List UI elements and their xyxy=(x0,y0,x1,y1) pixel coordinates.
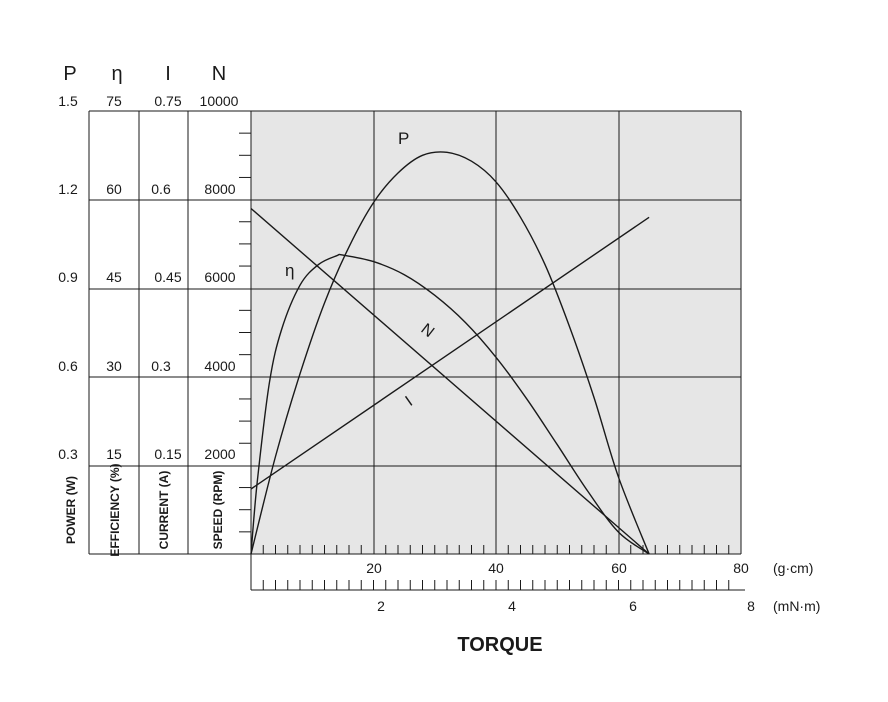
power-tick-label: 0.9 xyxy=(58,269,78,285)
series-line-p xyxy=(250,151,650,555)
efficiency-tick-label: 15 xyxy=(106,446,122,462)
torque-gcm-tick-label: 60 xyxy=(611,560,627,576)
power-tick-label: 0.3 xyxy=(58,446,78,462)
current-tick-label: 0.45 xyxy=(154,269,181,285)
current-tick-label: 0.75 xyxy=(154,93,181,109)
series-label-p: P xyxy=(398,129,409,148)
torque-mnm-tick-label: 8 xyxy=(747,598,755,614)
torque-mnm-unit: (mN·m) xyxy=(773,598,820,614)
speed-tick-label: 4000 xyxy=(204,358,235,374)
torque-gcm-tick-label: 80 xyxy=(733,560,749,576)
power-axis-symbol: P xyxy=(63,63,76,85)
series-line-i xyxy=(250,216,650,490)
current-axis-label: CURRENT (A) xyxy=(157,471,171,550)
current-axis-symbol: I xyxy=(165,63,171,85)
x-axis-title: TORQUE xyxy=(457,634,542,656)
speed-axis-symbol: N xyxy=(212,63,226,85)
efficiency-tick-label: 60 xyxy=(106,181,122,197)
series-label-eta: η xyxy=(285,261,294,280)
torque-mnm-tick-label: 2 xyxy=(377,598,385,614)
power-tick-label: 1.2 xyxy=(58,181,78,197)
current-tick-label: 0.3 xyxy=(151,358,171,374)
curves xyxy=(250,151,650,555)
speed-tick-label: 8000 xyxy=(204,181,235,197)
speed-tick-label: 10000 xyxy=(200,93,239,109)
torque-mnm-tick-label: 4 xyxy=(508,598,516,614)
power-tick-label: 0.6 xyxy=(58,358,78,374)
current-tick-label: 0.15 xyxy=(154,446,181,462)
series-line-eta xyxy=(250,253,650,555)
speed-tick-label: 2000 xyxy=(204,446,235,462)
efficiency-tick-label: 30 xyxy=(106,358,122,374)
torque-gcm-tick-label: 20 xyxy=(366,560,382,576)
current-tick-label: 0.6 xyxy=(151,181,171,197)
speed-tick-label: 6000 xyxy=(204,269,235,285)
torque-mnm-tick-label: 6 xyxy=(629,598,637,614)
efficiency-tick-label: 75 xyxy=(106,93,122,109)
power-axis-label: POWER (W) xyxy=(64,476,78,544)
speed-axis-label: SPEED (RPM) xyxy=(211,471,225,550)
efficiency-tick-label: 45 xyxy=(106,269,122,285)
efficiency-axis-symbol: η xyxy=(111,63,122,85)
efficiency-axis-label: EFFICIENCY (%) xyxy=(108,463,122,556)
torque-gcm-unit: (g·cm) xyxy=(773,560,813,576)
power-tick-label: 1.5 xyxy=(58,93,78,109)
minor-ticks xyxy=(239,132,745,591)
torque-gcm-tick-label: 40 xyxy=(488,560,504,576)
